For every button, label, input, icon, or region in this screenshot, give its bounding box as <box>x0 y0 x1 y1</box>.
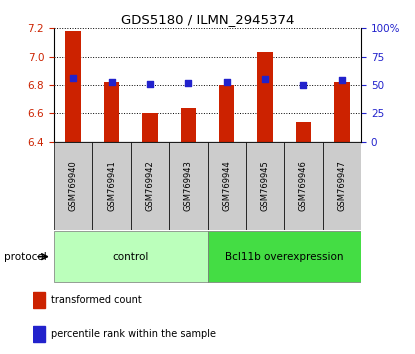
Bar <box>54 142 92 230</box>
Text: Bcl11b overexpression: Bcl11b overexpression <box>225 252 344 262</box>
Bar <box>33 292 45 308</box>
Title: GDS5180 / ILMN_2945374: GDS5180 / ILMN_2945374 <box>121 13 294 26</box>
Bar <box>169 142 208 230</box>
Point <box>146 81 153 87</box>
Bar <box>334 82 349 142</box>
Point <box>70 75 76 81</box>
Bar <box>131 142 169 230</box>
Text: GSM769943: GSM769943 <box>184 160 193 211</box>
Bar <box>208 142 246 230</box>
Text: percentile rank within the sample: percentile rank within the sample <box>51 329 216 339</box>
Bar <box>142 113 158 142</box>
Bar <box>54 231 208 282</box>
Text: GSM769940: GSM769940 <box>68 160 78 211</box>
Text: GSM769945: GSM769945 <box>261 160 270 211</box>
Text: GSM769942: GSM769942 <box>145 160 154 211</box>
Bar <box>296 122 311 142</box>
Bar <box>246 142 284 230</box>
Bar <box>33 326 45 342</box>
Point <box>262 76 269 82</box>
Point <box>223 79 230 84</box>
Bar <box>93 142 131 230</box>
Text: transformed count: transformed count <box>51 295 142 305</box>
Bar <box>284 142 323 230</box>
Bar <box>181 108 196 142</box>
Point <box>300 82 307 88</box>
Bar <box>208 231 361 282</box>
Bar <box>104 82 119 142</box>
Point <box>339 78 345 83</box>
Text: GSM769947: GSM769947 <box>337 160 347 211</box>
Bar <box>219 85 234 142</box>
Bar <box>257 52 273 142</box>
Text: control: control <box>112 252 149 262</box>
Point <box>108 79 115 84</box>
Text: protocol: protocol <box>4 252 47 262</box>
Point <box>185 80 192 86</box>
Text: GSM769941: GSM769941 <box>107 160 116 211</box>
Bar <box>323 142 361 230</box>
Text: GSM769944: GSM769944 <box>222 160 231 211</box>
Bar <box>66 31 81 142</box>
Text: GSM769946: GSM769946 <box>299 160 308 211</box>
